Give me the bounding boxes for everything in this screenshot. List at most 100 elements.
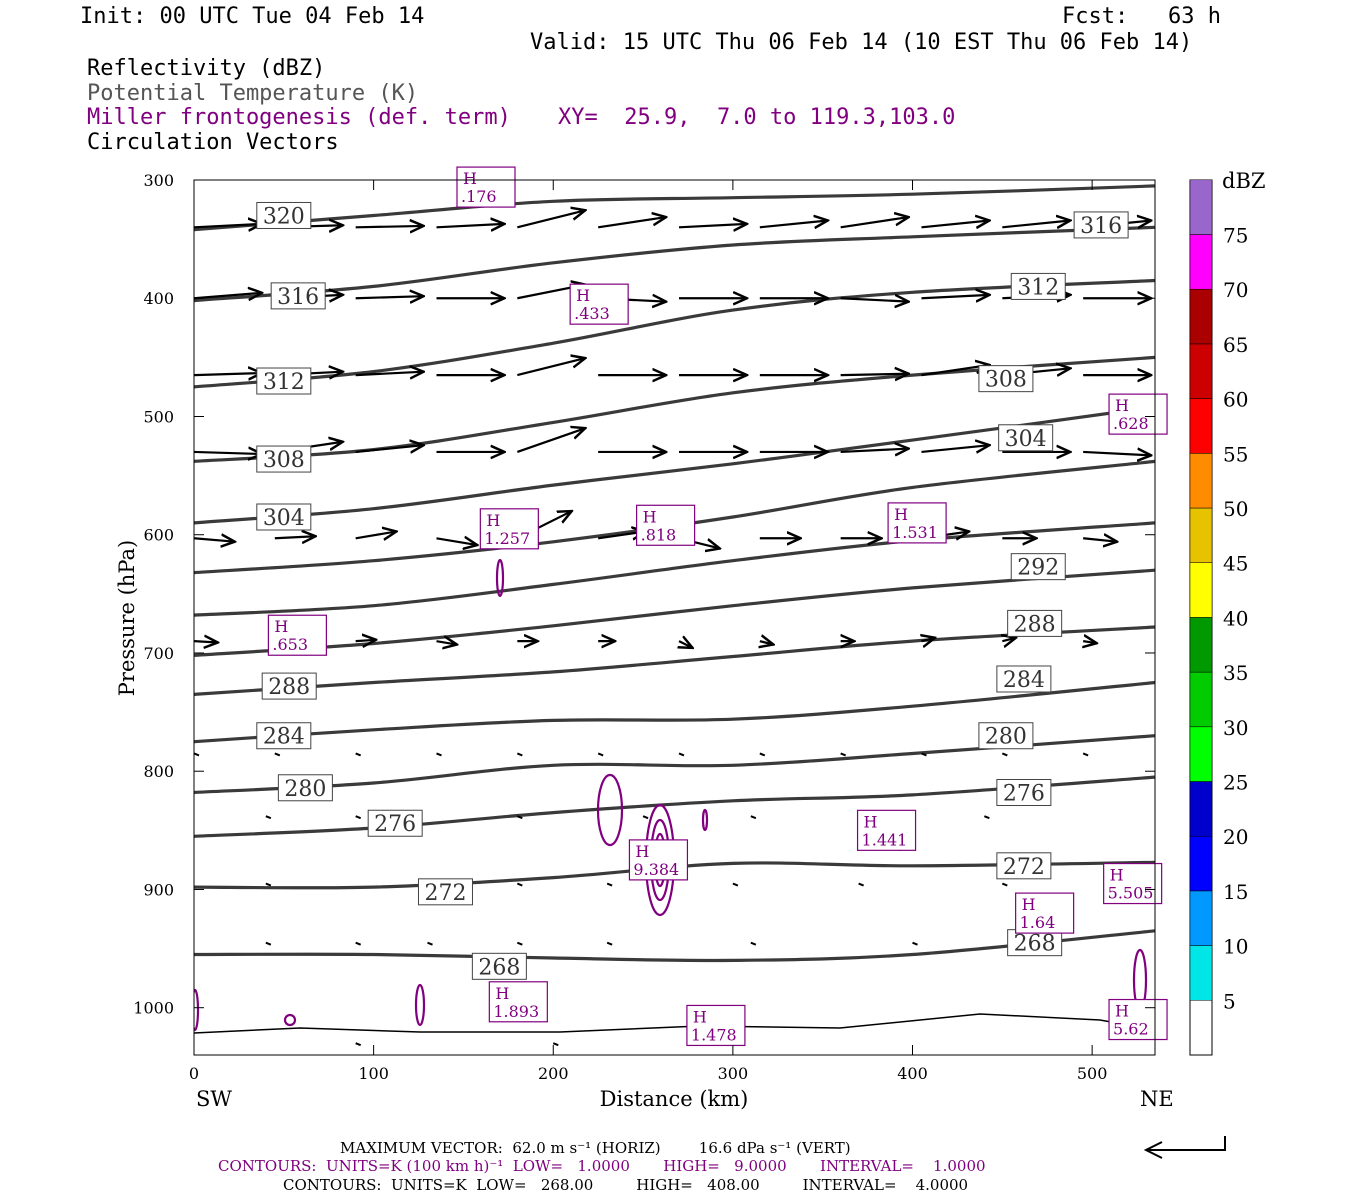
frontogenesis-max-label: H5.505 (1103, 862, 1163, 905)
frontogenesis-max-h: H (894, 505, 908, 524)
colorbar-swatch (1189, 835, 1213, 892)
frontogenesis-max-h: H (635, 842, 649, 861)
frontogenesis-max-value: .176 (461, 187, 497, 206)
frontogenesis-max-value: 1.531 (892, 523, 938, 542)
colorbar-swatch (1189, 562, 1213, 618)
theta-label: 276 (996, 779, 1052, 807)
colorbar-swatch (1189, 726, 1213, 782)
frontogenesis-max-label: H1.257 (479, 508, 539, 550)
theta-label-text: 292 (1017, 556, 1059, 581)
circulation-vector (1002, 638, 1016, 641)
circulation-vector (355, 640, 376, 641)
frontogenesis-max-label: H1.441 (856, 809, 917, 851)
frontogenesis-max-label: H.433 (569, 283, 629, 325)
frontogenesis-max-value: 5.62 (1113, 1020, 1149, 1039)
frontogenesis-max-value: .653 (272, 635, 308, 654)
theta-label: 284 (256, 722, 312, 750)
frontogenesis-max-h: H (643, 507, 657, 526)
circulation-vector (552, 1042, 559, 1047)
theta-label: 312 (1010, 272, 1066, 300)
circulation-vector (194, 224, 262, 227)
theta-label: 288 (261, 672, 317, 700)
frontogenesis-max-h: H (463, 169, 477, 188)
theta-label-text: 312 (1017, 275, 1059, 300)
circulation-vector (1002, 220, 1070, 227)
colorbar-swatch (1189, 671, 1213, 728)
circulation-vector (355, 941, 362, 946)
theta-label: 280 (277, 774, 333, 802)
theta-contour-312 (194, 278, 1155, 389)
circulation-vector (840, 752, 847, 757)
circulation-vector (265, 882, 272, 887)
colorbar-label: 10 (1223, 935, 1248, 959)
frontogenesis-max-label: H5.62 (1108, 998, 1168, 1041)
circulation-vector (516, 882, 523, 887)
frontogenesis-max-label: H1.64 (1015, 892, 1075, 934)
valid-time: Valid: 15 UTC Thu 06 Feb 14 (10 EST Thu … (530, 30, 1193, 55)
colorbar-label: 60 (1223, 388, 1248, 412)
colorbar-swatch (1189, 343, 1213, 399)
theta-label: 308 (256, 445, 312, 473)
colorbar-label: 20 (1223, 825, 1248, 849)
theta-label-text: 268 (1014, 932, 1056, 957)
circulation-vector (355, 1042, 362, 1047)
x-tick-label: 200 (538, 1064, 569, 1083)
circulation-vector (436, 752, 442, 757)
circulation-vector (516, 428, 585, 453)
frontogenesis-max-h: H (495, 984, 509, 1003)
frontogenesis-max-h: H (274, 617, 288, 636)
theta-label-text: 316 (277, 285, 319, 310)
frontogenesis-max-value: 5.505 (1108, 884, 1154, 903)
circulation-vector (921, 638, 935, 641)
circulation-vector (750, 815, 757, 820)
frontogenesis-contour (283, 1013, 297, 1027)
field-potential-temperature: Potential Temperature (K) (87, 81, 419, 106)
circulation-vector (921, 445, 989, 452)
circulation-vector (678, 752, 685, 757)
frontogenesis-max-h: H (1115, 396, 1129, 415)
colorbar-swatch (1189, 507, 1213, 563)
field-circulation-vectors: Circulation Vectors (87, 130, 339, 155)
colorbar-label: 55 (1223, 442, 1248, 466)
circulation-vector (194, 452, 262, 454)
init-time: Init: 00 UTC Tue 04 Feb 14 (80, 4, 425, 29)
frontogenesis-max-label: H1.478 (686, 1004, 746, 1047)
theta-contour-292 (194, 568, 1155, 657)
x-tick-label: 400 (897, 1064, 928, 1083)
theta-label: 276 (367, 809, 423, 837)
theta-contour-276 (194, 775, 1155, 838)
theta-label: 268 (471, 952, 527, 980)
x-left-label: SW (196, 1087, 232, 1111)
circulation-vector (427, 941, 433, 946)
colorbar-unit: dBZ (1222, 169, 1265, 193)
circulation-vector (921, 752, 927, 757)
frontogenesis-max-h: H (1115, 1002, 1129, 1021)
circulation-vector (858, 882, 864, 887)
frontogenesis-max-value: .818 (641, 525, 677, 544)
frontogenesis-max-value: 1.257 (484, 529, 530, 548)
frontogenesis-max-value: .433 (574, 304, 610, 323)
plot-frame (193, 179, 1156, 1056)
circulation-vector (516, 752, 523, 757)
colorbar-swatch (1189, 781, 1213, 837)
circulation-vector (265, 941, 272, 946)
colorbar-label: 25 (1223, 771, 1248, 795)
circulation-vector (840, 374, 909, 375)
theta-label-text: 288 (1014, 612, 1056, 637)
theta-contour-304 (194, 405, 1155, 525)
reference-vector (1143, 1136, 1226, 1159)
frontogenesis-max-value: 1.893 (493, 1002, 539, 1021)
frontogenesis-max-value: .628 (1113, 414, 1149, 433)
x-tick-label: 300 (718, 1064, 749, 1083)
theta-contour-284 (194, 680, 1155, 744)
circulation-vector (1083, 538, 1117, 541)
theta-label-text: 268 (478, 955, 520, 980)
theta-label: 272 (996, 852, 1052, 880)
theta-label-text: 276 (374, 812, 416, 837)
frontogenesis-contour (495, 558, 505, 598)
footer-contours-theta: CONTOURS: UNITS=K LOW= 268.00 HIGH= 408.… (283, 1176, 969, 1194)
circulation-vector (759, 752, 766, 757)
circulation-vector (750, 941, 757, 946)
circulation-vector (921, 295, 989, 298)
y-tick-label: 500 (143, 407, 174, 426)
